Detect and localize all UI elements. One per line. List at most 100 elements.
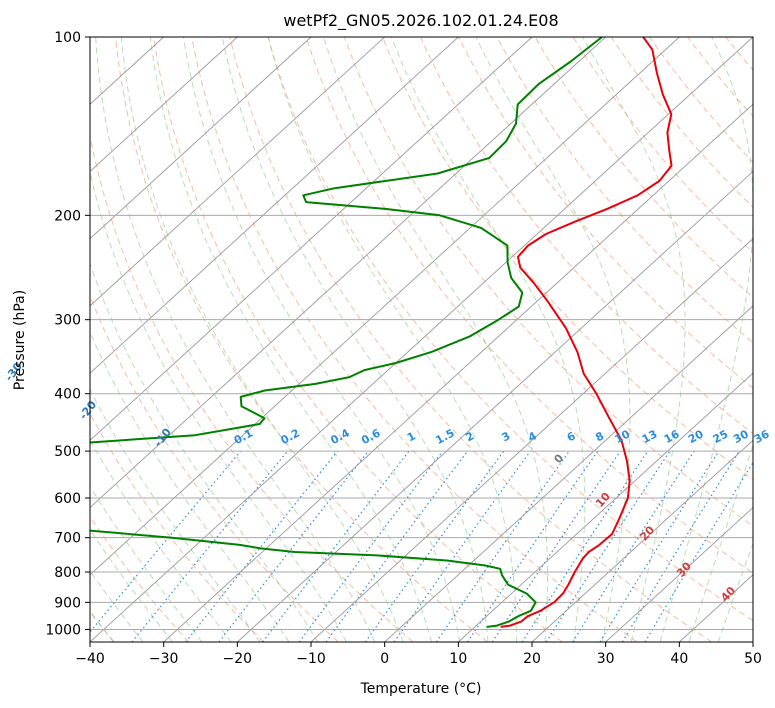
mixing-ratio-line: [491, 450, 621, 642]
mixing-ratio-label: 10: [613, 427, 633, 446]
moist-adiabat-line: [475, 37, 631, 642]
moist-adiabat-label: 10: [593, 490, 613, 510]
x-tick-label: 10: [449, 651, 467, 667]
isotherm-line: [605, 506, 753, 642]
mixing-ratio-label: 36: [752, 427, 772, 446]
dry-adiabat-line: [764, 37, 775, 642]
mixing-ratio-line: [364, 450, 505, 642]
moist-adiabat-line: [659, 37, 753, 642]
mixing-ratio-label: 16: [662, 427, 682, 446]
mixing-ratio-line: [467, 450, 599, 642]
moist-adiabat-line: [90, 570, 144, 642]
mixing-ratio-label: 6: [565, 429, 578, 444]
mixing-ratio-label: 30: [731, 427, 751, 446]
x-tick-label: −40: [75, 651, 105, 667]
mixing-ratio-line: [185, 450, 339, 642]
dry-adiabat-line: [90, 133, 414, 642]
mixing-ratio-label: 3: [500, 429, 513, 444]
isotherm-line: [237, 170, 753, 642]
background-lines: [90, 37, 775, 642]
dry-adiabat-label: -10: [151, 425, 174, 449]
dry-adiabat-line: [382, 37, 753, 481]
y-tick-label: 100: [54, 30, 81, 46]
mixing-ratio-label: 0.2: [279, 426, 302, 447]
isotherm-line: [458, 372, 753, 642]
dry-adiabat-line: [90, 515, 190, 642]
mixing-ratio-line: [298, 450, 444, 642]
isotherm-line: [90, 37, 680, 576]
mixing-ratio-line: [218, 450, 369, 642]
grid-lines: [90, 37, 753, 642]
moist-adiabat-line: [95, 37, 376, 642]
x-tick-label: 50: [744, 651, 762, 667]
mixing-ratio-label: 13: [640, 427, 660, 446]
x-tick-label: 20: [523, 651, 541, 667]
mixing-ratio-line: [621, 450, 740, 642]
moist-adiabat-label: 40: [718, 584, 738, 604]
moist-adiabat-line: [120, 37, 404, 642]
y-tick-label: 500: [54, 444, 81, 460]
dewpoint-profile-line: [90, 37, 603, 628]
x-tick-label: 30: [597, 651, 615, 667]
moist-adiabat-line: [323, 37, 548, 642]
mixing-ratio-line: [393, 450, 531, 642]
y-tick-label: 1000: [45, 622, 81, 638]
mixing-ratio-label: 25: [711, 427, 731, 446]
dry-adiabat-line: [90, 412, 264, 642]
isotherm-line: [90, 37, 459, 374]
profile-lines: [90, 37, 673, 628]
mixing-ratio-line: [262, 450, 410, 642]
mixing-ratio-line: [435, 450, 570, 642]
isotherm-line: [90, 37, 606, 509]
dry-adiabat-line: [572, 37, 753, 254]
y-tick-label: 300: [54, 313, 81, 329]
plot-frame: [89, 36, 754, 643]
dry-adiabat-line: [153, 37, 563, 642]
moist-adiabat-line: [90, 485, 203, 642]
dry-adiabat-line: [267, 37, 753, 622]
dry-adiabat-line: [343, 37, 753, 527]
mixing-ratio-label: 20: [686, 427, 706, 446]
moist-adiabat-line: [221, 37, 489, 642]
mixing-ratio-label: 0.1: [232, 426, 255, 447]
x-tick-label: −20: [223, 651, 253, 667]
moist-adiabat-line: [90, 528, 173, 642]
x-axis-label: Temperature (°C): [360, 681, 482, 697]
isotherm-line: [531, 439, 753, 642]
moist-adiabat-line: [183, 37, 461, 642]
moist-adiabat-line: [149, 37, 432, 642]
x-axis-ticks: −40 −30 −20 −10 0 10 20 30 40 50: [75, 642, 762, 667]
isotherm-line: [90, 37, 238, 173]
moist-adiabat-line: [717, 542, 753, 642]
dry-adiabat-line: [687, 37, 753, 118]
moist-adiabat-line: [582, 37, 686, 642]
y-tick-label: 800: [54, 565, 81, 581]
mixing-ratio-line: [521, 450, 649, 642]
isotherm-line: [384, 305, 753, 642]
moist-adiabat-line: [267, 37, 517, 642]
mixing-ratio-label: 0.6: [359, 426, 383, 447]
isotherm-line: [90, 37, 385, 307]
moist-adiabat-label: 0: [551, 451, 566, 466]
x-tick-label: −30: [149, 651, 179, 667]
moist-adiabat-line: [90, 262, 319, 642]
mixing-ratio-label: 0.4: [328, 426, 352, 447]
x-tick-label: 0: [380, 651, 389, 667]
isotherm-line: [90, 37, 533, 441]
isotherm-line: [310, 238, 753, 642]
chart-title: wetPf2_GN05.2026.102.01.24.E08: [283, 11, 558, 31]
moist-adiabat-line: [90, 330, 290, 642]
isotherm-line: [752, 641, 753, 642]
y-tick-label: 900: [54, 595, 81, 611]
dry-adiabat-line: [610, 37, 753, 209]
mixing-ratio-line: [572, 450, 695, 642]
moist-adiabat-line: [90, 169, 347, 642]
isotherm-line: [90, 37, 312, 240]
mixing-ratio-label: 4: [526, 429, 539, 444]
dry-adiabat-line: [420, 37, 753, 435]
dry-adiabat-line: [534, 37, 753, 299]
dry-adiabat-line: [90, 294, 339, 642]
x-tick-label: −10: [296, 651, 326, 667]
moist-adiabat-line: [390, 37, 586, 642]
